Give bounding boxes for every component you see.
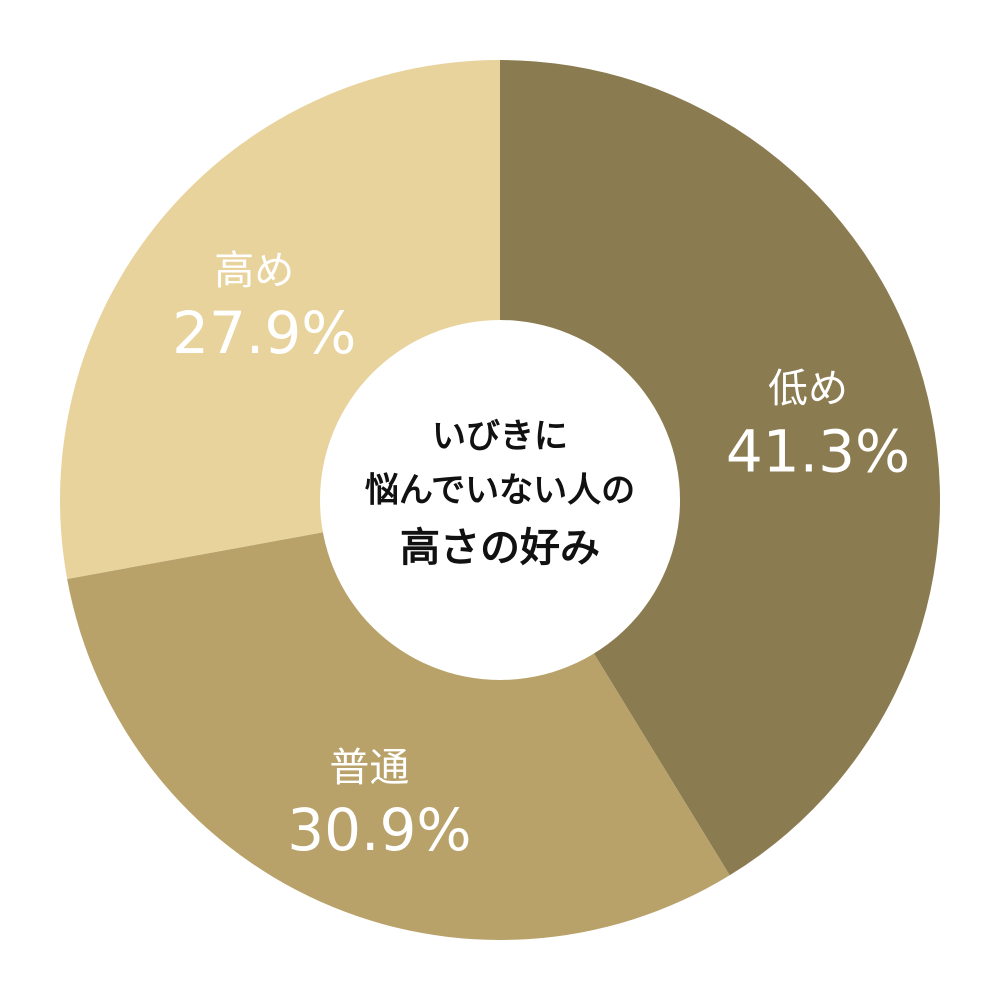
value-label: 27.9% (172, 299, 356, 367)
chart-title-line: いびきに (432, 417, 568, 457)
slice-label: 高め (214, 248, 294, 294)
slice-label: 低め (768, 366, 848, 412)
chart-title-line: 高さの好み (400, 525, 600, 571)
donut-slice (500, 60, 940, 876)
value-label: 41.3% (726, 417, 910, 485)
donut-hole (320, 320, 680, 680)
chart-title-line: 悩んでいない人の (365, 471, 635, 511)
slice-label: 普通 (329, 745, 409, 791)
value-label: 30.9% (287, 796, 471, 864)
